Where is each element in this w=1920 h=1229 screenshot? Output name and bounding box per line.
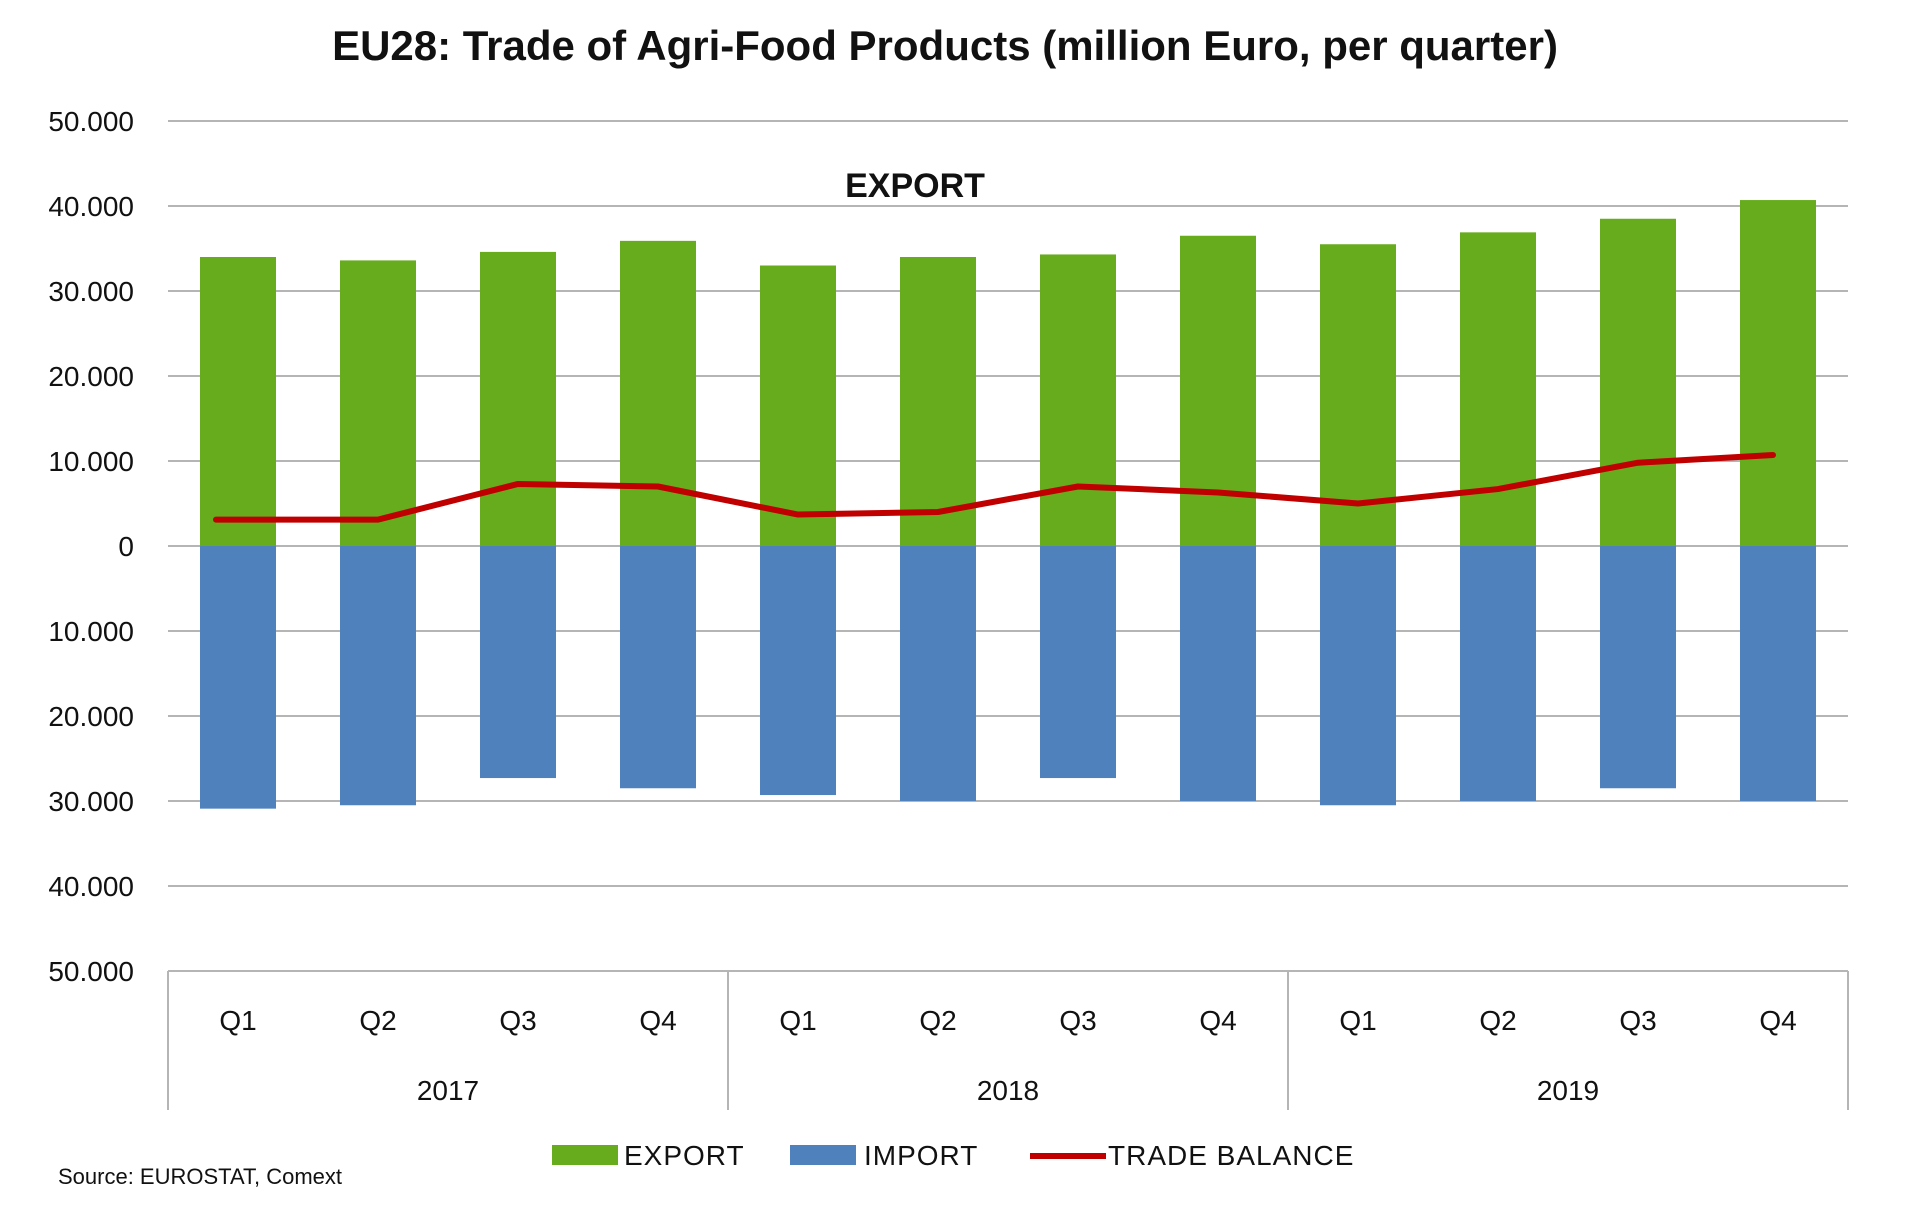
export-bar [900,257,976,546]
y-tick-label: 10.000 [48,446,134,477]
import-bar [620,546,696,789]
x-tick-label: Q2 [1479,1005,1516,1036]
import-bar [900,546,976,801]
trade-balance-series [213,452,1776,523]
export-annotation: EXPORT [845,167,985,205]
legend-swatch-export [552,1145,618,1165]
x-year-label: 2018 [977,1075,1039,1106]
import-bar [1320,546,1396,806]
x-tick-label: Q4 [639,1005,676,1036]
export-bar [1740,200,1816,547]
legend-label-trade-balance: TRADE BALANCE [1108,1140,1354,1171]
export-bar [340,260,416,546]
chart-title: EU28: Trade of Agri-Food Products (milli… [332,22,1558,69]
y-tick-label: 30.000 [48,276,134,307]
x-axis: Q1 Q2 Q3 Q4 Q1 Q2 Q3 Q4 Q1 Q2 Q3 Q4 2017 2018 2019 [167,970,1849,1110]
export-bar [480,251,556,546]
x-tick-label: Q4 [1199,1005,1236,1036]
y-tick-label: 30.000 [48,786,134,817]
y-tick-label: 40.000 [48,871,134,902]
x-tick-label: Q4 [1759,1005,1796,1036]
y-tick-label: 10.000 [48,616,134,647]
y-tick-label: 40.000 [48,191,134,222]
import-bar [1740,546,1816,801]
export-bar [620,240,696,546]
x-tick-label: Q2 [359,1005,396,1036]
export-bar [1320,244,1396,546]
y-tick-label: 0 [118,531,134,562]
import-bar [760,546,836,796]
export-bar [1460,232,1536,546]
legend-label-export: EXPORT [624,1140,745,1171]
x-year-label: 2017 [417,1075,479,1106]
export-bar [1180,235,1256,546]
y-tick-label: 50.000 [48,106,134,137]
x-tick-label: Q3 [1619,1005,1656,1036]
export-bar [760,265,836,546]
y-tick-label: 20.000 [48,701,134,732]
legend: EXPORT IMPORT TRADE BALANCE [552,1140,1354,1171]
x-tick-label: Q3 [1059,1005,1096,1036]
x-tick-label: Q2 [919,1005,956,1036]
import-bar [1180,546,1256,801]
y-tick-label: 50.000 [48,956,134,987]
import-bar [1040,546,1116,779]
import-bar [340,546,416,806]
import-bar [200,546,276,809]
y-axis: 50.000 40.000 30.000 20.000 10.000 0 10.000 20.… [48,106,134,987]
export-bar [1600,218,1676,546]
x-tick-label: Q3 [499,1005,536,1036]
import-bar [1460,546,1536,801]
y-tick-label: 20.000 [48,361,134,392]
source-note: Source: EUROSTAT, Comext [58,1164,342,1189]
import-bar [1600,546,1676,789]
export-bar [200,257,276,546]
legend-label-import: IMPORT [864,1140,978,1171]
x-year-label: 2019 [1537,1075,1599,1106]
x-tick-label: Q1 [779,1005,816,1036]
trade-balance-line [213,452,1776,523]
x-tick-label: Q1 [219,1005,256,1036]
legend-swatch-import [790,1145,856,1165]
x-tick-label: Q1 [1339,1005,1376,1036]
import-bar [480,546,556,779]
gridlines [168,120,1848,887]
export-bar [1040,254,1116,546]
